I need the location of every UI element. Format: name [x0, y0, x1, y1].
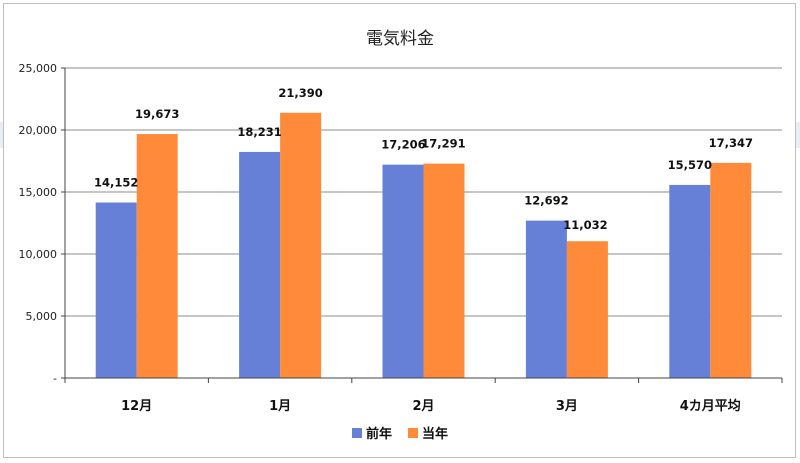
bar-prev-year [669, 184, 711, 378]
y-tick-label: 5,000 [26, 310, 58, 323]
data-label: 17,347 [709, 136, 753, 150]
bars [95, 112, 752, 378]
data-label: 18,231 [237, 125, 281, 139]
data-label: 19,673 [135, 107, 179, 121]
y-tick-label: - [53, 372, 57, 385]
legend-label: 前年 [366, 426, 392, 442]
chart-title: 電気料金 [366, 29, 434, 49]
right-edge-strip [796, 122, 800, 148]
data-label: 17,206 [381, 138, 425, 152]
data-label: 11,032 [563, 218, 607, 232]
data-label: 12,692 [524, 194, 568, 208]
bar-curr-year [566, 241, 608, 378]
left-edge-strip [0, 122, 4, 148]
data-label: 14,152 [94, 176, 138, 190]
x-tick-label: 1月 [269, 399, 291, 414]
bar-curr-year [423, 163, 465, 378]
bar-curr-year [280, 112, 322, 378]
legend-swatch [352, 428, 362, 438]
y-axis: - 5,000 10,000 15,000 20,000 25,000 [19, 62, 66, 385]
x-tick-label: 3月 [556, 399, 578, 414]
x-tick-label: 12月 [121, 399, 152, 414]
bar-prev-year [382, 164, 424, 378]
data-label: 17,291 [421, 137, 465, 151]
x-tick-label: 2月 [412, 399, 434, 414]
x-axis: 12月 1月 2月 3月 4カ月平均 [64, 377, 783, 414]
bar-prev-year [95, 202, 137, 378]
y-tick-label: 25,000 [19, 62, 58, 75]
legend: 前年 当年 [352, 426, 448, 442]
bar-prev-year [525, 220, 567, 378]
x-tick-label: 4カ月平均 [680, 398, 741, 414]
bar-curr-year [710, 162, 752, 378]
y-tick-label: 20,000 [19, 124, 58, 137]
legend-label: 当年 [422, 426, 448, 442]
y-tick-label: 10,000 [19, 248, 58, 261]
bar-curr-year [136, 134, 178, 378]
legend-swatch [408, 428, 418, 438]
y-tick-label: 15,000 [19, 186, 58, 199]
bar-prev-year [239, 151, 281, 378]
data-label: 15,570 [668, 158, 712, 172]
data-label: 21,390 [278, 86, 322, 100]
